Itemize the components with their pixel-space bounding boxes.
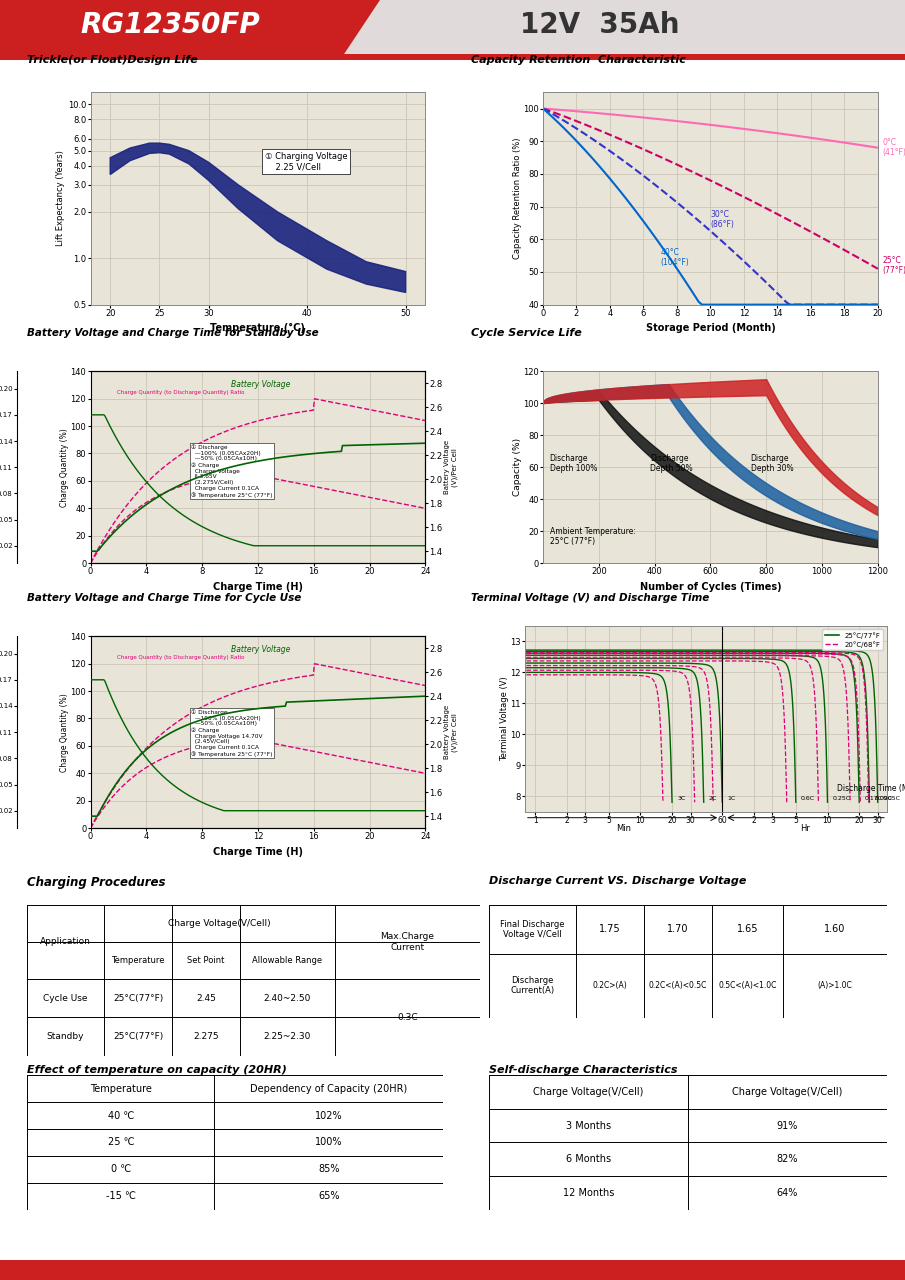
X-axis label: Number of Cycles (Times): Number of Cycles (Times) bbox=[640, 582, 781, 591]
Y-axis label: Capacity Retention Ratio (%): Capacity Retention Ratio (%) bbox=[513, 138, 521, 259]
Text: 85%: 85% bbox=[319, 1165, 339, 1174]
Text: 0.3C: 0.3C bbox=[397, 1012, 417, 1021]
Text: Discharge
Depth 50%: Discharge Depth 50% bbox=[650, 453, 692, 474]
Text: Terminal Voltage (V) and Discharge Time: Terminal Voltage (V) and Discharge Time bbox=[471, 593, 709, 603]
Bar bbox=[0, 54, 905, 60]
Text: 25°C(77°F): 25°C(77°F) bbox=[113, 1032, 163, 1041]
X-axis label: Storage Period (Month): Storage Period (Month) bbox=[645, 324, 776, 333]
Text: Temperature: Temperature bbox=[90, 1084, 152, 1093]
Text: 2.25~2.30: 2.25~2.30 bbox=[263, 1032, 311, 1041]
Text: Ambient Temperature:
25°C (77°F): Ambient Temperature: 25°C (77°F) bbox=[549, 526, 635, 547]
Text: 65%: 65% bbox=[319, 1192, 339, 1201]
Text: ① Discharge
  —100% (0.05CAx20H)
  —50% (0.05CAx10H)
② Charge
  Charge Voltage
 : ① Discharge —100% (0.05CAx20H) —50% (0.0… bbox=[191, 444, 272, 498]
Text: Battery Voltage and Charge Time for Standby Use: Battery Voltage and Charge Time for Stan… bbox=[27, 328, 319, 338]
Text: 100%: 100% bbox=[315, 1138, 343, 1147]
Text: 2.45: 2.45 bbox=[196, 993, 215, 1002]
Text: (A)>1.0C: (A)>1.0C bbox=[818, 982, 853, 991]
Text: 64%: 64% bbox=[776, 1188, 798, 1198]
Text: Allowable Range: Allowable Range bbox=[252, 956, 322, 965]
Text: Standby: Standby bbox=[47, 1032, 84, 1041]
Text: 40 ℃: 40 ℃ bbox=[108, 1111, 134, 1120]
Y-axis label: Battery Voltage
(V)/Per Cell: Battery Voltage (V)/Per Cell bbox=[444, 705, 458, 759]
Text: 3 Months: 3 Months bbox=[566, 1120, 611, 1130]
Text: Discharge Time (Min): Discharge Time (Min) bbox=[837, 783, 905, 792]
Text: Battery Voltage: Battery Voltage bbox=[231, 380, 291, 389]
Text: Application: Application bbox=[40, 937, 91, 946]
Legend: 25°C/77°F, 20°C/68°F: 25°C/77°F, 20°C/68°F bbox=[823, 630, 883, 650]
X-axis label: Temperature (°C): Temperature (°C) bbox=[211, 324, 305, 334]
Text: Min: Min bbox=[616, 824, 631, 833]
Text: 1C: 1C bbox=[728, 796, 736, 801]
Text: 0°C
(41°F): 0°C (41°F) bbox=[883, 138, 905, 157]
Text: 25°C
(77°F): 25°C (77°F) bbox=[883, 256, 905, 275]
Text: Final Discharge
Voltage V/Cell: Final Discharge Voltage V/Cell bbox=[500, 919, 565, 940]
Text: 102%: 102% bbox=[315, 1111, 343, 1120]
Text: 0.09C: 0.09C bbox=[874, 796, 892, 801]
Text: Charge Voltage(V/Cell): Charge Voltage(V/Cell) bbox=[168, 919, 271, 928]
Text: 40°C
(104°F): 40°C (104°F) bbox=[660, 248, 689, 268]
Text: Charge Quantity (to Discharge Quantity) Ratio: Charge Quantity (to Discharge Quantity) … bbox=[118, 655, 244, 660]
Text: ① Charging Voltage
    2.25 V/Cell: ① Charging Voltage 2.25 V/Cell bbox=[264, 151, 348, 172]
Text: 3C: 3C bbox=[677, 796, 686, 801]
Text: 0.25C: 0.25C bbox=[833, 796, 851, 801]
Text: Battery Voltage and Charge Time for Cycle Use: Battery Voltage and Charge Time for Cycl… bbox=[27, 593, 301, 603]
Text: Charge Quantity (to Discharge Quantity) Ratio: Charge Quantity (to Discharge Quantity) … bbox=[118, 390, 244, 396]
Text: Discharge
Depth 100%: Discharge Depth 100% bbox=[549, 453, 597, 474]
Text: Set Point: Set Point bbox=[187, 956, 224, 965]
Text: 82%: 82% bbox=[776, 1155, 798, 1165]
Y-axis label: Battery Voltage
(V)/Per Cell: Battery Voltage (V)/Per Cell bbox=[444, 440, 458, 494]
Text: Effect of temperature on capacity (20HR): Effect of temperature on capacity (20HR) bbox=[27, 1065, 287, 1075]
Y-axis label: Charge Quantity (%): Charge Quantity (%) bbox=[61, 428, 69, 507]
Text: Trickle(or Float)Design Life: Trickle(or Float)Design Life bbox=[27, 55, 198, 65]
Text: 0 ℃: 0 ℃ bbox=[110, 1165, 131, 1174]
Text: RG12350FP: RG12350FP bbox=[81, 12, 260, 40]
Text: Charge Voltage(V/Cell): Charge Voltage(V/Cell) bbox=[732, 1087, 843, 1097]
Text: Discharge
Depth 30%: Discharge Depth 30% bbox=[750, 453, 793, 474]
Text: 30°C
(86°F): 30°C (86°F) bbox=[710, 210, 734, 229]
Text: 0.2C>(A): 0.2C>(A) bbox=[593, 982, 627, 991]
Text: 6 Months: 6 Months bbox=[566, 1155, 611, 1165]
Text: Charge Voltage(V/Cell): Charge Voltage(V/Cell) bbox=[533, 1087, 643, 1097]
Text: 91%: 91% bbox=[776, 1120, 798, 1130]
Text: 1.75: 1.75 bbox=[599, 924, 621, 934]
Text: 0.6C: 0.6C bbox=[801, 796, 815, 801]
Text: Battery Voltage: Battery Voltage bbox=[231, 645, 291, 654]
Y-axis label: Capacity (%): Capacity (%) bbox=[513, 438, 521, 497]
Text: Discharge Current VS. Discharge Voltage: Discharge Current VS. Discharge Voltage bbox=[489, 876, 746, 886]
Text: Max.Charge
Current: Max.Charge Current bbox=[380, 932, 434, 951]
Text: Dependency of Capacity (20HR): Dependency of Capacity (20HR) bbox=[251, 1084, 407, 1093]
Text: 1.60: 1.60 bbox=[824, 924, 846, 934]
Text: 1.65: 1.65 bbox=[737, 924, 758, 934]
Text: -15 ℃: -15 ℃ bbox=[106, 1192, 136, 1201]
Text: Temperature: Temperature bbox=[111, 956, 165, 965]
Polygon shape bbox=[110, 143, 405, 292]
Text: 12 Months: 12 Months bbox=[563, 1188, 614, 1198]
Text: 2.40~2.50: 2.40~2.50 bbox=[263, 993, 311, 1002]
Text: Self-discharge Characteristics: Self-discharge Characteristics bbox=[489, 1065, 677, 1075]
Text: 0.2C<(A)<0.5C: 0.2C<(A)<0.5C bbox=[649, 982, 707, 991]
Text: 0.17C: 0.17C bbox=[864, 796, 882, 801]
Y-axis label: Terminal Voltage (V): Terminal Voltage (V) bbox=[500, 676, 509, 762]
Text: 1.70: 1.70 bbox=[667, 924, 689, 934]
Text: Cycle Use: Cycle Use bbox=[43, 993, 88, 1002]
Text: 12V  35Ah: 12V 35Ah bbox=[520, 12, 680, 40]
Text: 0.5C<(A)<1.0C: 0.5C<(A)<1.0C bbox=[719, 982, 776, 991]
X-axis label: Charge Time (H): Charge Time (H) bbox=[213, 582, 303, 591]
Polygon shape bbox=[0, 0, 380, 60]
Text: Capacity Retention  Characteristic: Capacity Retention Characteristic bbox=[471, 55, 685, 65]
Text: 2.275: 2.275 bbox=[193, 1032, 219, 1041]
Y-axis label: Charge Quantity (%): Charge Quantity (%) bbox=[61, 692, 69, 772]
Text: 25°C(77°F): 25°C(77°F) bbox=[113, 993, 163, 1002]
Text: Cycle Service Life: Cycle Service Life bbox=[471, 328, 581, 338]
X-axis label: Charge Time (H): Charge Time (H) bbox=[213, 847, 303, 856]
Text: ① Discharge
  —100% (0.05CAx20H)
  —50% (0.05CAx10H)
② Charge
  Charge Voltage 1: ① Discharge —100% (0.05CAx20H) —50% (0.0… bbox=[191, 709, 272, 756]
Text: 0.05C: 0.05C bbox=[883, 796, 901, 801]
Text: Discharge
Current(A): Discharge Current(A) bbox=[510, 975, 555, 996]
Text: 25 ℃: 25 ℃ bbox=[108, 1138, 134, 1147]
Text: Charging Procedures: Charging Procedures bbox=[27, 876, 166, 888]
Text: Hr: Hr bbox=[800, 824, 809, 833]
Y-axis label: Lift Expectancy (Years): Lift Expectancy (Years) bbox=[56, 151, 65, 246]
Text: 2C: 2C bbox=[709, 796, 718, 801]
